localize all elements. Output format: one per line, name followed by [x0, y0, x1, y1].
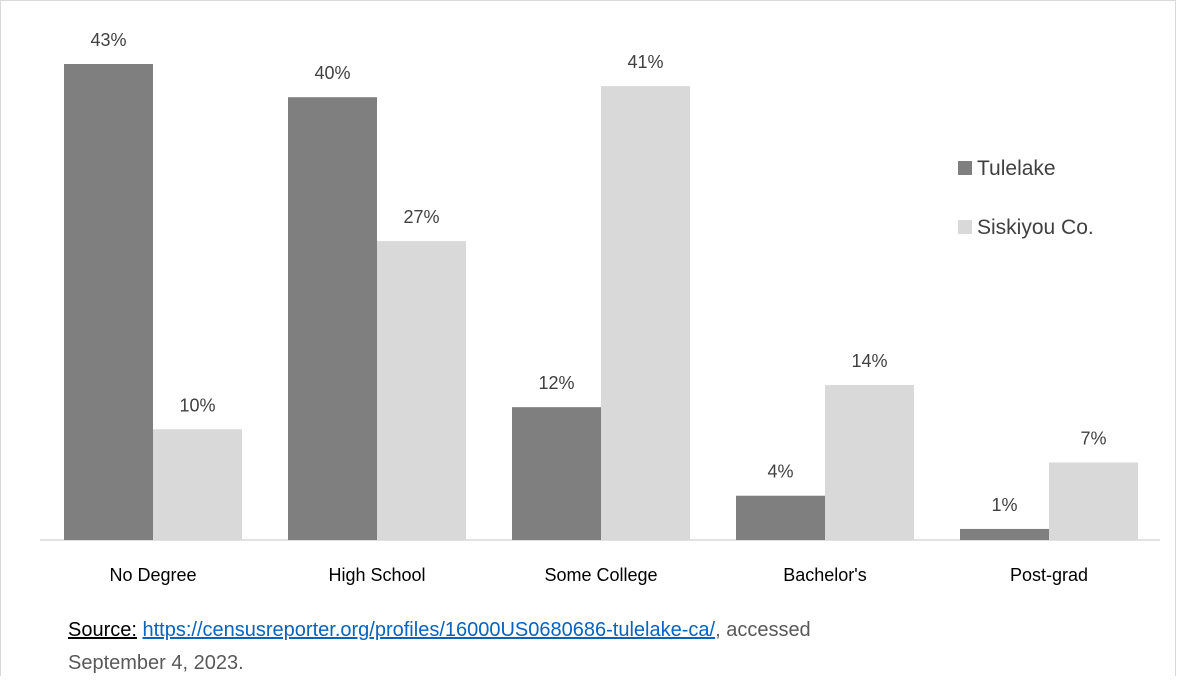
category-label: No Degree [109, 565, 196, 585]
source-link[interactable]: https://censusreporter.org/profiles/1600… [142, 619, 716, 641]
bar-tulelake-0 [64, 64, 153, 540]
data-label: 14% [851, 351, 887, 371]
data-label: 12% [538, 373, 574, 393]
legend-label: Tulelake [977, 157, 1056, 180]
legend-swatch [958, 220, 972, 234]
bar-tulelake-3 [736, 495, 825, 540]
bar-tulelake-2 [512, 407, 601, 540]
bar-siskiyou-co-2 [601, 86, 690, 541]
bar-tulelake-4 [960, 528, 1049, 540]
data-label: 7% [1080, 429, 1106, 449]
data-label: 27% [403, 207, 439, 227]
legend-label: Siskiyou Co. [977, 216, 1094, 239]
bar-tulelake-1 [288, 97, 377, 541]
bar-siskiyou-co-4 [1049, 462, 1138, 540]
data-label: 1% [991, 495, 1017, 515]
data-label: 10% [179, 395, 215, 415]
data-label: 43% [90, 30, 126, 50]
data-label: 41% [627, 52, 663, 72]
data-label: 40% [314, 63, 350, 83]
bar-siskiyou-co-1 [377, 241, 466, 540]
legend-swatch [958, 161, 972, 175]
category-label: Post-grad [1010, 565, 1088, 585]
category-label: High School [328, 565, 425, 585]
bar-siskiyou-co-0 [153, 429, 242, 540]
source-date: September 4, 2023. [68, 652, 244, 674]
category-label: Some College [544, 565, 657, 585]
category-label: Bachelor's [783, 565, 866, 585]
bar-siskiyou-co-3 [825, 385, 914, 540]
source-label: Source: [68, 619, 137, 641]
source-note: Source: https://censusreporter.org/profi… [68, 614, 1068, 680]
data-label: 4% [767, 462, 793, 482]
source-suffix: , accessed [715, 619, 811, 641]
